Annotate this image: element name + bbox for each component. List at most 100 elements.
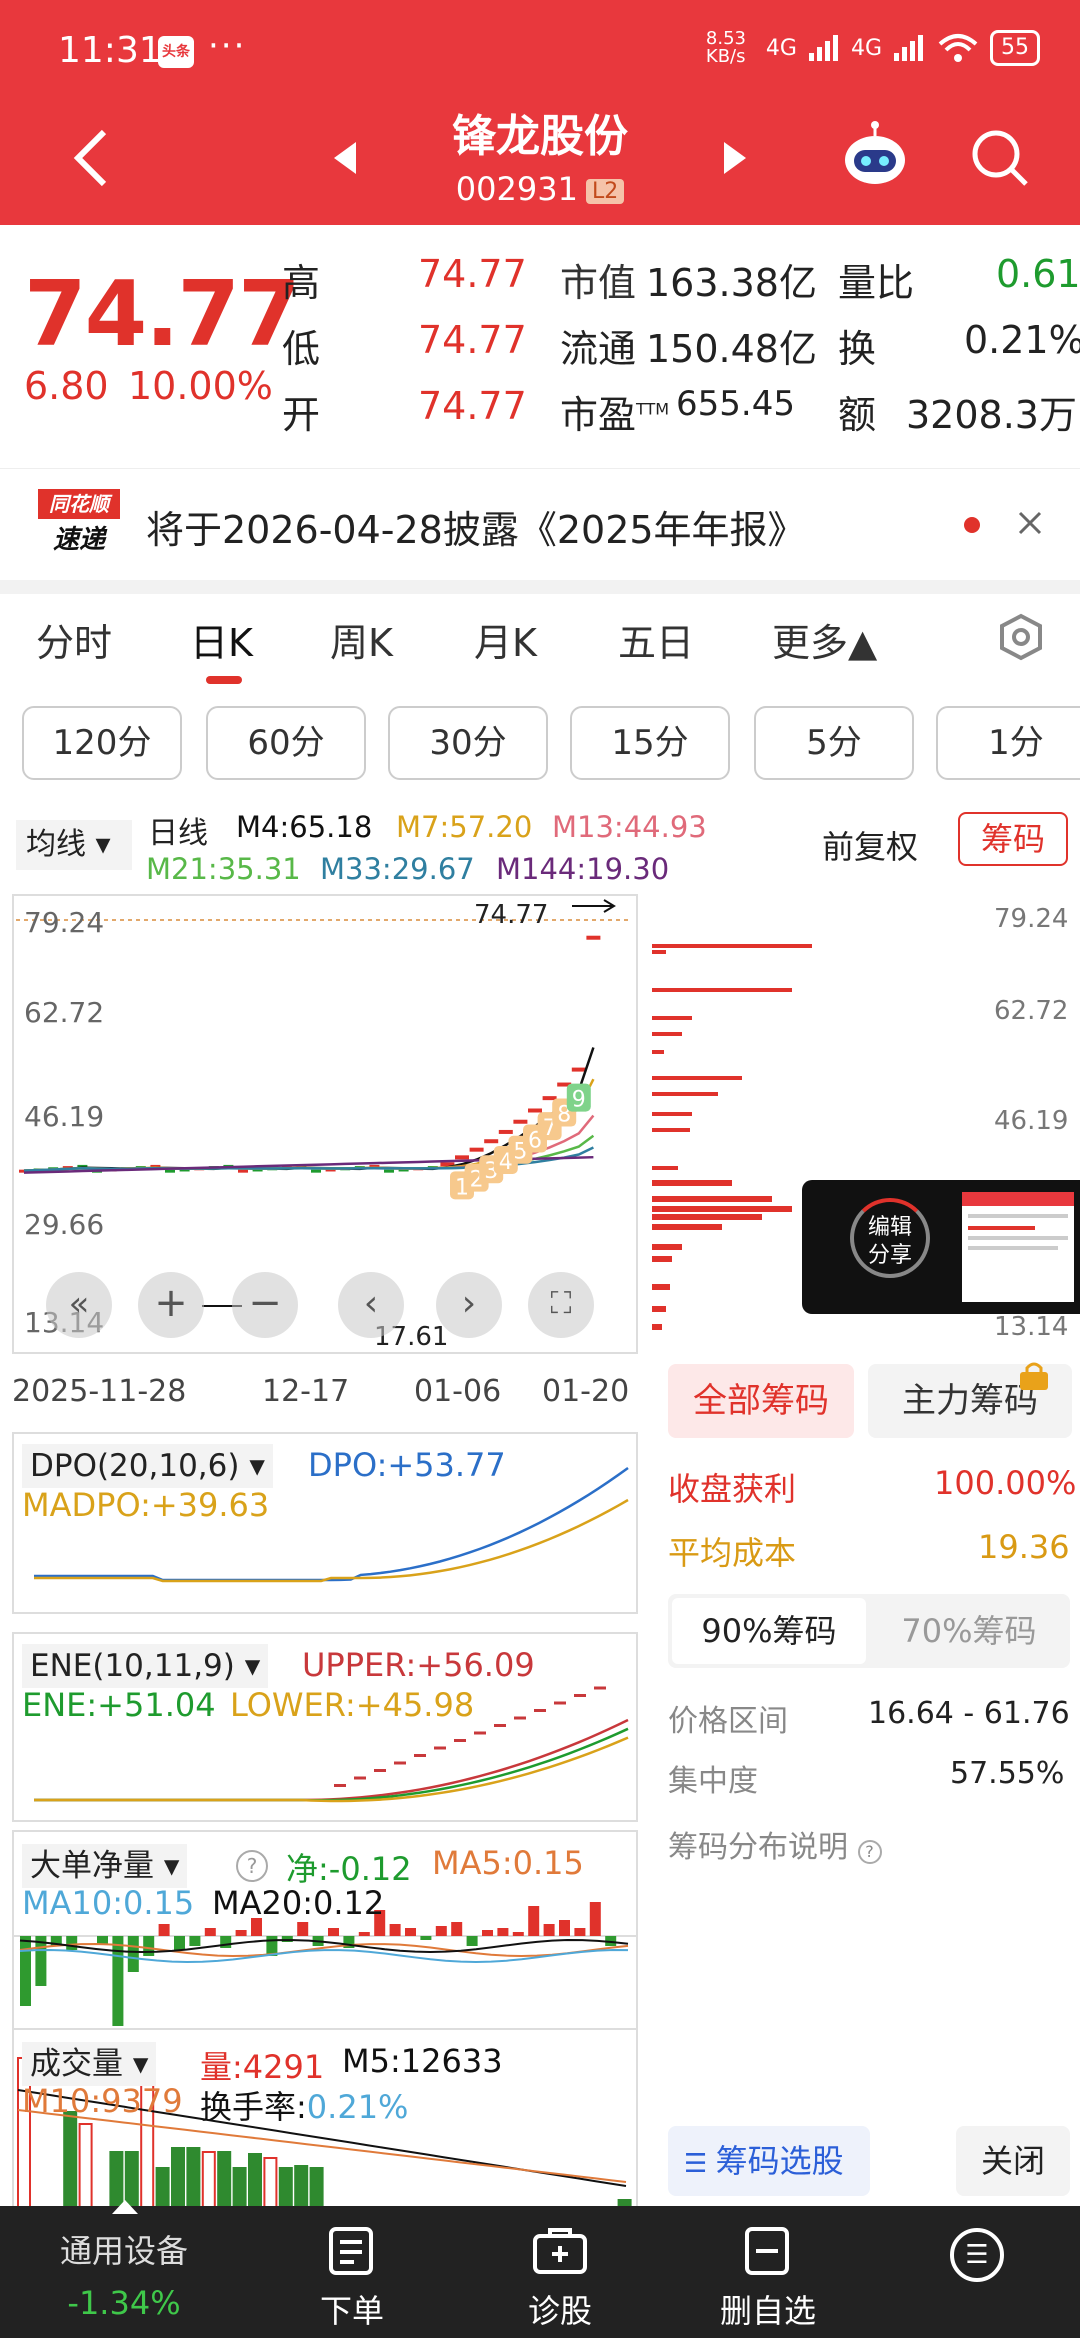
- ma-m33: M33:29.67: [320, 852, 475, 886]
- next-stock-icon[interactable]: [720, 140, 750, 176]
- big-order-selector[interactable]: 大单净量 ▾: [22, 1844, 188, 1888]
- close-chips-button[interactable]: 关闭: [956, 2126, 1070, 2196]
- period-60[interactable]: 60分: [206, 706, 366, 780]
- fullscreen-icon[interactable]: ⛶: [528, 1272, 594, 1338]
- float-label: 流通: [560, 327, 637, 371]
- period-30[interactable]: 30分: [388, 706, 548, 780]
- volume-bar: [171, 2147, 185, 2208]
- nav-remove-favorite[interactable]: 删自选: [719, 2292, 816, 2330]
- share-overlay[interactable]: 编辑 分享: [802, 1180, 1080, 1314]
- big-order-bar: [482, 1930, 493, 1936]
- chip-bar: [652, 1050, 664, 1054]
- period-120[interactable]: 120分: [22, 706, 182, 780]
- edit-share-icon[interactable]: 编辑 分享: [850, 1198, 930, 1278]
- period-5[interactable]: 5分: [754, 706, 914, 780]
- settings-hexagon-icon[interactable]: [996, 612, 1046, 662]
- period-15[interactable]: 15分: [570, 706, 730, 780]
- vol-ratio-label: 量比: [838, 261, 915, 305]
- big-order-bar: [435, 1926, 447, 1936]
- indicator-selector[interactable]: 均线 ▾: [16, 820, 132, 870]
- kline-candle: [571, 1067, 586, 1072]
- close-icon[interactable]: [1016, 509, 1044, 537]
- ene-upper: UPPER:+56.09: [302, 1646, 535, 1684]
- chip-bar: [652, 1284, 670, 1290]
- nav-diagnose[interactable]: 诊股: [527, 2292, 592, 2330]
- tab-all-chips[interactable]: 全部筹码: [668, 1364, 854, 1438]
- ma-m13: M13:44.93: [552, 810, 707, 844]
- chip-select-button[interactable]: ☰ 筹码选股: [668, 2126, 870, 2196]
- chip-bar: [652, 1306, 666, 1312]
- tab-intraday[interactable]: 分时: [36, 621, 113, 665]
- chip-y-tick: 46.19: [994, 1106, 1069, 1136]
- adjust-mode[interactable]: 前复权: [822, 828, 919, 866]
- volume-m10-line: [17, 2109, 627, 2183]
- last-price: 74.77: [24, 262, 301, 367]
- volume-bar: [217, 2151, 232, 2208]
- lock-icon: [1020, 1362, 1048, 1390]
- big-order-bar: [466, 1936, 478, 1946]
- zoom-out-icon[interactable]: −: [232, 1272, 298, 1338]
- remove-favorite-icon[interactable]: [744, 2226, 790, 2276]
- mktcap-label: 市值: [560, 261, 637, 305]
- chip-explain-link[interactable]: 筹码分布说明 ?: [668, 1822, 882, 1866]
- chip-y-tick: 13.14: [994, 1312, 1069, 1342]
- volume-selector[interactable]: 成交量 ▾: [22, 2042, 157, 2086]
- rewind-icon[interactable]: «: [46, 1272, 112, 1338]
- big-order-panel[interactable]: 大单净量 ▾ ? 净:-0.12 MA5:0.15 MA10:0.15 MA20…: [12, 1830, 638, 2030]
- ma-m21: M21:35.31: [146, 852, 301, 886]
- order-icon[interactable]: [328, 2226, 374, 2276]
- diagnose-icon[interactable]: [532, 2226, 588, 2276]
- period-1[interactable]: 1分: [936, 706, 1080, 780]
- help-icon[interactable]: ?: [236, 1850, 268, 1882]
- help-icon: ?: [857, 1840, 882, 1864]
- scroll-right-icon[interactable]: ›: [436, 1272, 502, 1338]
- tab-monthly-k[interactable]: 月K: [474, 621, 537, 665]
- kline-candle: [296, 1164, 307, 1168]
- robot-assistant-icon[interactable]: [840, 120, 910, 190]
- industry-change: -1.34%: [67, 2284, 181, 2322]
- screenshot-thumbnail[interactable]: [962, 1192, 1074, 1302]
- ene-mid-line: [34, 1727, 629, 1802]
- tab-90-chips[interactable]: 90%筹码: [672, 1598, 866, 1664]
- search-icon[interactable]: [970, 128, 1030, 188]
- volume-m10: M10:9379: [22, 2082, 183, 2120]
- dpo-panel[interactable]: DPO(20,10,6) ▾ DPO:+53.77 MADPO:+39.63: [12, 1432, 638, 1614]
- header-bar: 11:31 头条 ··· 8.53 KB/s 4G 4G 55 锋龙股份 002…: [0, 0, 1080, 225]
- big-order-bar: [66, 1936, 78, 1950]
- nav-order[interactable]: 下单: [319, 2292, 384, 2330]
- tab-weekly-k[interactable]: 周K: [330, 621, 393, 665]
- dpo-selector[interactable]: DPO(20,10,6) ▾: [22, 1444, 273, 1488]
- nav-more-icon[interactable]: ☰: [950, 2228, 1004, 2282]
- chips-toggle-button[interactable]: 筹码: [958, 812, 1068, 866]
- ene-selector[interactable]: ENE(10,11,9) ▾: [22, 1644, 269, 1688]
- kline-candle: [165, 1169, 175, 1173]
- tab-five-day[interactable]: 五日: [618, 621, 695, 665]
- kline-y-tick: 62.72: [24, 996, 105, 1029]
- tab-daily-k[interactable]: 日K: [190, 621, 253, 665]
- big-order-bar: [50, 1936, 62, 1946]
- ma-m4: M4:65.18: [236, 810, 373, 844]
- price-range-value: 16.64 - 61.76: [868, 1696, 1070, 1731]
- scroll-left-icon[interactable]: ‹: [338, 1272, 404, 1338]
- big-order-bar: [389, 1924, 401, 1936]
- big-order-bar: [497, 1928, 509, 1936]
- prev-stock-icon[interactable]: [330, 140, 360, 176]
- kline-candle: [484, 1139, 499, 1144]
- turnover-label: 换: [838, 327, 877, 371]
- big-order-bar: [512, 1932, 524, 1936]
- volume-panel[interactable]: 成交量 ▾ 量:4291 M5:12633 M10:9379 换手率:0.21%: [12, 2028, 638, 2208]
- ene-panel[interactable]: ENE(10,11,9) ▾ UPPER:+56.09 ENE:+51.04 L…: [12, 1632, 638, 1822]
- kline-chart[interactable]: 1 2 3 4 5 6 789: [12, 894, 638, 1354]
- ene-lower: LOWER:+45.98: [230, 1686, 475, 1724]
- turnover-rate: 换手率:0.21%: [200, 2088, 409, 2126]
- tab-more[interactable]: 更多▲: [772, 621, 878, 665]
- news-banner[interactable]: 同花顺 速递 将于2026-04-28披露《2025年年报》: [0, 468, 1080, 580]
- chip-bar: [652, 1076, 742, 1080]
- tab-70-chips[interactable]: 70%筹码: [901, 1612, 1037, 1650]
- chip-bar: [652, 1128, 690, 1132]
- back-icon[interactable]: [70, 128, 110, 188]
- status-more-icon: ···: [208, 26, 247, 66]
- industry-label[interactable]: 通用设备: [59, 2232, 188, 2270]
- chip-bar: [652, 1016, 692, 1020]
- zoom-in-icon[interactable]: +: [138, 1272, 204, 1338]
